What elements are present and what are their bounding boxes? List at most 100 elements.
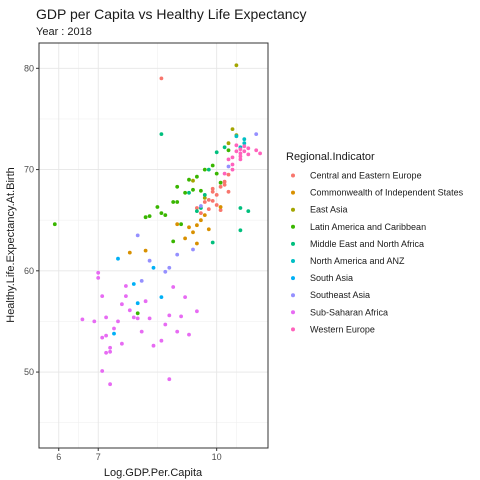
data-point [135,311,140,316]
data-point [242,137,247,142]
data-point [242,149,247,154]
legend-title: Regional.Indicator [286,151,375,163]
data-point [159,76,164,81]
data-point [167,377,172,382]
data-point [230,167,235,172]
data-point [214,171,219,176]
legend-label: Sub-Saharan Africa [310,307,388,317]
legend-label: Central and Eastern Europe [310,171,422,181]
data-point [230,127,235,131]
data-point [163,213,168,218]
data-point [230,155,235,160]
data-point [206,167,211,172]
data-point [246,152,251,157]
chart-title: GDP per Capita vs Healthy Life Expectanc… [36,6,307,22]
data-point [234,134,239,139]
legend-items: Central and Eastern Europe Commonwealth o… [291,171,464,334]
data-point [238,147,243,152]
legend-key [291,327,295,332]
data-point [210,240,215,245]
legend-label: Commonwealth of Independent States [310,188,464,198]
data-point [210,199,215,203]
data-point [143,215,148,220]
data-point [199,211,203,216]
data-point [214,203,219,207]
data-point [183,190,188,195]
data-point [167,313,172,318]
data-point [131,315,136,320]
data-point [206,198,211,202]
data-point [135,316,140,321]
data-point [218,208,223,213]
data-point [187,332,191,337]
data-point [163,269,168,274]
data-point [234,143,239,148]
data-point [246,209,251,214]
data-point [226,172,231,177]
data-point [191,187,195,192]
data-point [131,282,136,286]
data-point [167,265,172,270]
data-point [96,270,101,275]
data-point [218,205,223,209]
data-points [52,63,262,387]
data-point [238,151,243,156]
data-point [175,329,180,334]
data-point [104,315,108,320]
data-point [151,343,156,348]
y-tick-label: 80 [24,63,34,73]
data-point [159,338,164,343]
data-point [80,317,85,322]
data-point [214,193,219,197]
data-point [202,213,207,218]
data-point [143,299,148,304]
data-point [175,184,180,189]
data-point [116,319,120,324]
data-point [234,63,239,68]
data-point [210,189,215,194]
data-point [191,230,195,235]
data-point [120,302,124,307]
minor-gridlines [39,43,268,448]
data-point [104,350,108,355]
data-point [210,163,215,168]
data-point [226,189,231,194]
data-point [96,276,101,280]
x-axis-title: Log.GDP.Per.Capita [104,467,203,479]
data-point [206,227,211,232]
data-point [191,247,195,252]
data-point [171,200,176,204]
data-point [159,211,164,216]
data-point [175,222,180,227]
plot-area [38,42,269,449]
x-tick-label: 7 [96,452,101,462]
data-point [226,148,231,153]
data-point [175,252,180,257]
data-point [155,205,160,209]
legend-key [291,224,295,229]
data-point [254,132,259,137]
legend-key [291,259,295,263]
x-tick-label: 6 [56,452,61,462]
data-point [206,207,211,212]
data-point [159,295,164,299]
y-axis: 50 60 70 80 [24,63,39,377]
data-point [151,265,156,270]
data-point [246,146,251,151]
data-point [147,258,152,263]
y-tick-label: 60 [24,266,34,276]
chart-subtitle: Year : 2018 [36,26,92,38]
data-point [238,157,243,162]
data-point [104,333,108,338]
data-point [147,214,152,219]
data-point [183,295,188,299]
data-point [195,241,199,246]
data-point [175,200,180,204]
data-point [222,179,227,184]
data-point [195,209,199,214]
data-point [202,196,207,200]
legend-label: South Asia [310,273,353,283]
data-point [179,222,184,227]
legend-key [291,310,295,315]
